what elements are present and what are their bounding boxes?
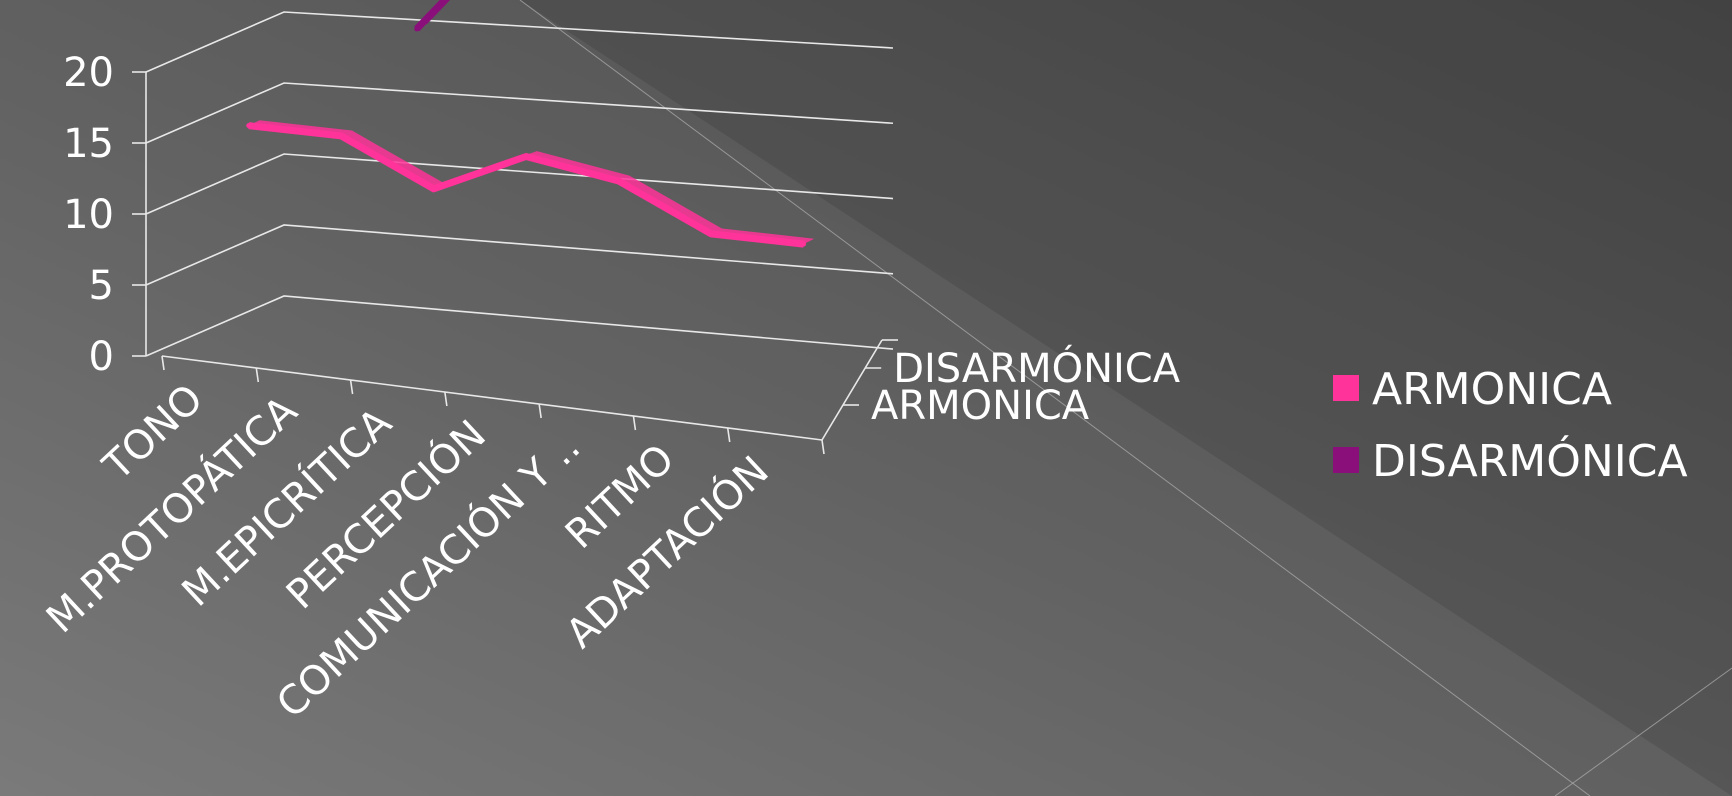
x-tick bbox=[632, 415, 637, 431]
gridline bbox=[145, 295, 894, 357]
y-tick-label: 5 bbox=[89, 263, 114, 309]
background-diagonal-line bbox=[519, 0, 1591, 796]
gridlines bbox=[145, 11, 894, 357]
data-point bbox=[708, 231, 714, 237]
depth-axis-label: DISARMÓNICA bbox=[893, 344, 1181, 392]
gridline bbox=[145, 224, 894, 286]
data-point bbox=[246, 123, 252, 129]
x-tick bbox=[726, 427, 731, 443]
y-tick-label: 15 bbox=[63, 121, 114, 167]
legend-swatch bbox=[1333, 375, 1359, 401]
legend-label: DISARMÓNICA bbox=[1372, 434, 1688, 487]
axes bbox=[132, 71, 898, 455]
depth-axis-line bbox=[821, 339, 883, 441]
data-point bbox=[338, 133, 344, 139]
depth-axis-label: ARMONICA bbox=[871, 383, 1090, 429]
legend: ARMONICA DISARMÓNICA bbox=[1333, 364, 1688, 487]
data-point bbox=[431, 186, 437, 192]
series-lines bbox=[246, 0, 815, 248]
y-tick-label: 20 bbox=[63, 50, 114, 96]
x-axis-line bbox=[161, 355, 823, 441]
data-point bbox=[801, 241, 807, 247]
x-tick bbox=[161, 355, 165, 371]
gridline bbox=[145, 153, 894, 215]
legend-label: ARMONICA bbox=[1372, 364, 1612, 415]
x-tick bbox=[821, 439, 825, 455]
x-tick bbox=[444, 391, 448, 407]
background-diagonal-band bbox=[520, 0, 1732, 796]
data-point bbox=[523, 154, 529, 159]
background-corner-line bbox=[1554, 667, 1732, 796]
data-point bbox=[414, 26, 420, 32]
y-tick-label: 0 bbox=[89, 334, 114, 380]
legend-swatch bbox=[1333, 447, 1359, 473]
gridline bbox=[145, 11, 894, 73]
x-tick bbox=[255, 367, 260, 383]
x-tick bbox=[349, 379, 354, 395]
y-tick-label: 10 bbox=[63, 192, 114, 238]
x-tick bbox=[538, 403, 542, 419]
data-point bbox=[616, 178, 622, 184]
gridline bbox=[145, 82, 894, 144]
